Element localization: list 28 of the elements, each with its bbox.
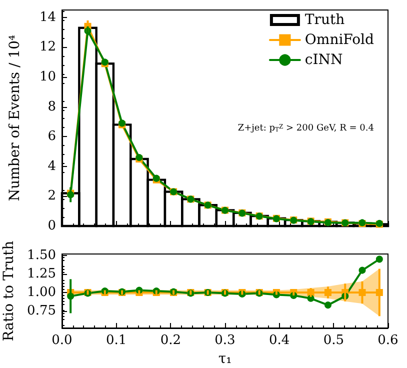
x-tick-label: 0.1 [106,333,127,348]
legend-label: OmniFold [304,32,374,48]
legend-label: cINN [304,52,343,68]
y-tick-label: 6 [48,129,56,144]
y-tick-label: 1.25 [27,266,56,282]
x-tick-label: 0.0 [52,333,72,348]
y-tick-label: 10 [39,70,56,85]
point [358,266,366,274]
y-axis-title: Ratio to Truth [1,240,18,342]
x-tick-label: 0.6 [378,333,398,348]
point [376,256,383,263]
y-tick-label: 1.50 [27,248,56,263]
y-tick-label: 1.00 [27,284,56,300]
x-tick-label: 0.2 [160,333,182,348]
y-tick-label: 12 [39,40,56,55]
y-axis-title: Number of Events / 10⁴ [7,34,23,202]
x-tick-label: 0.5 [323,333,344,348]
x-tick-label: 0.4 [268,333,290,348]
x-tick-label: 0.3 [214,333,236,348]
legend-label: Truth [304,12,345,28]
y-tick-label: 0.75 [27,303,56,318]
y-tick-label: 14 [39,10,56,25]
y-tick-label: 2 [48,188,56,204]
x-axis-title: τ₁ [218,350,232,367]
y-tick-label: 4 [48,158,56,174]
y-tick-label: 0 [48,218,56,234]
y-tick-label: 8 [48,99,56,114]
point [324,302,332,309]
